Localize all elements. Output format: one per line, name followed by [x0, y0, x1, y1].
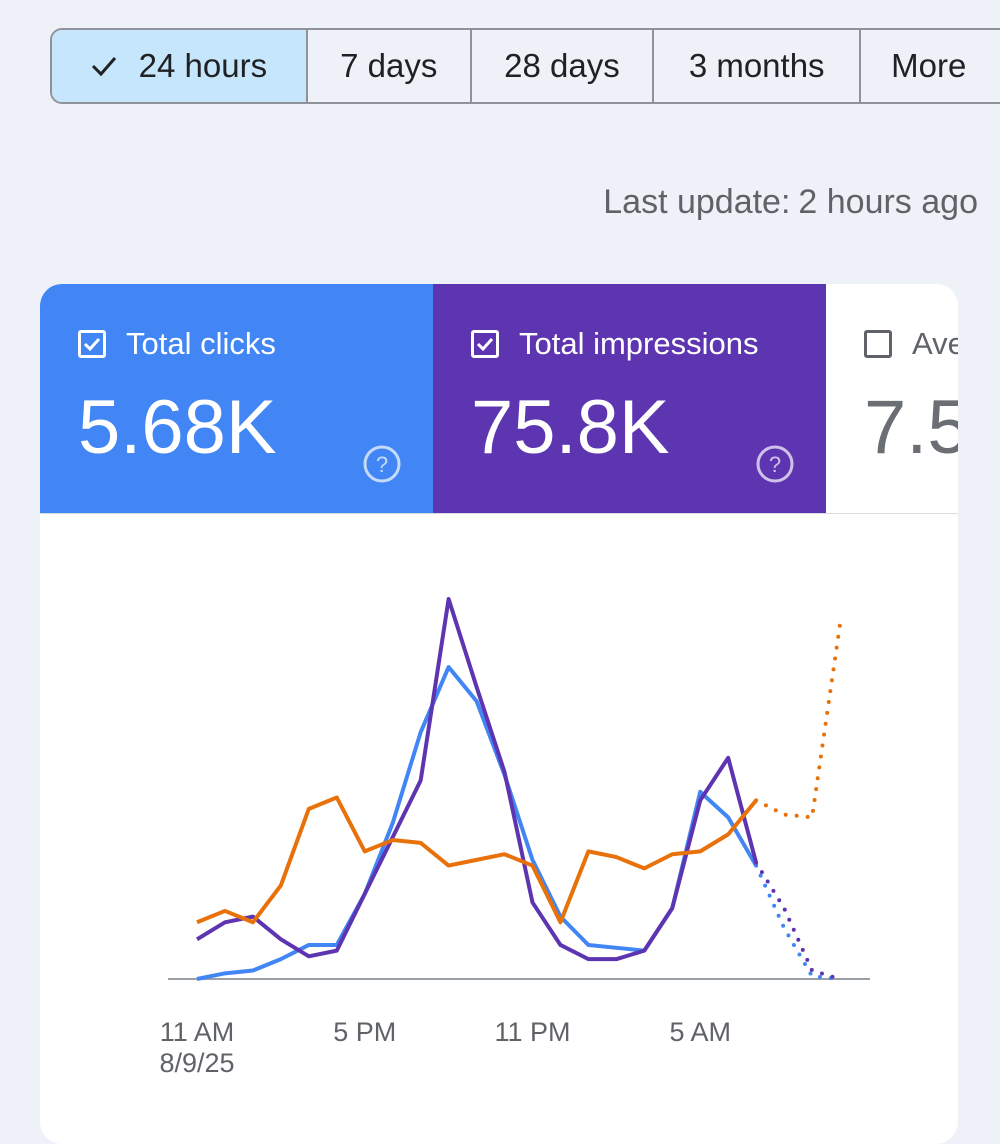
range-more-button[interactable]: More — [861, 30, 1000, 102]
help-icon[interactable]: ? — [755, 444, 795, 484]
range-label: 24 hours — [138, 47, 268, 84]
series-projection-ave — [754, 622, 842, 820]
last-update-value: 2 hours ago — [798, 183, 978, 221]
x-tick-label: 5 PM — [333, 1017, 396, 1047]
x-tick-label: 5 AM — [669, 1017, 731, 1047]
checkbox-checked-icon[interactable] — [471, 330, 499, 358]
x-tick-label: 11 AM — [160, 1017, 235, 1047]
series-line-total-impressions — [195, 597, 759, 962]
metric-label: Ave — [912, 326, 958, 361]
metric-value: 7.5 — [864, 385, 958, 470]
metric-total-clicks[interactable]: Total clicks 5.68K ? — [40, 284, 433, 513]
series-projection-total-clicks — [754, 863, 842, 981]
checkbox-checked-icon[interactable] — [78, 330, 106, 358]
date-range-selector: 24 hours 7 days 28 days 3 months More — [50, 28, 1000, 104]
metric-value: 75.8K — [471, 385, 670, 470]
series-line-total-clicks — [196, 665, 758, 981]
metric-tabs: Total clicks 5.68K ? Total impressions 7… — [40, 284, 958, 514]
last-update-text: Last update: 2 hours ago — [603, 183, 978, 222]
last-update-label: Last update: — [603, 183, 791, 221]
x-tick-date-label: 8/9/25 — [159, 1048, 234, 1078]
series-line-ave — [196, 795, 758, 925]
metric-label: Total clicks — [126, 326, 276, 361]
metric-average-partial[interactable]: Ave 7.5 — [826, 284, 958, 513]
metric-total-impressions[interactable]: Total impressions 75.8K ? — [433, 284, 826, 513]
performance-line-chart: 11 AM8/9/25 5 PM 11 PM 5 AM — [159, 597, 870, 1078]
range-24-hours-button[interactable]: 24 hours — [52, 30, 308, 102]
range-label: More — [891, 47, 967, 84]
check-icon — [91, 57, 116, 77]
checkbox-unchecked-icon[interactable] — [864, 330, 892, 358]
metric-value: 5.68K — [78, 385, 277, 470]
range-3-months-button[interactable]: 3 months — [654, 30, 862, 102]
performance-card: Total clicks 5.68K ? Total impressions 7… — [40, 284, 958, 1144]
range-label: 7 days — [340, 47, 438, 84]
svg-text:?: ? — [769, 452, 781, 477]
x-tick-label: 11 PM — [494, 1017, 570, 1047]
range-label: 28 days — [504, 47, 620, 84]
range-label: 3 months — [688, 47, 825, 84]
range-7-days-button[interactable]: 7 days — [308, 30, 472, 102]
svg-text:?: ? — [376, 452, 388, 477]
range-28-days-button[interactable]: 28 days — [472, 30, 655, 102]
help-icon[interactable]: ? — [362, 444, 402, 484]
series-projection-total-impressions — [754, 860, 842, 981]
metric-label: Total impressions — [519, 326, 759, 361]
